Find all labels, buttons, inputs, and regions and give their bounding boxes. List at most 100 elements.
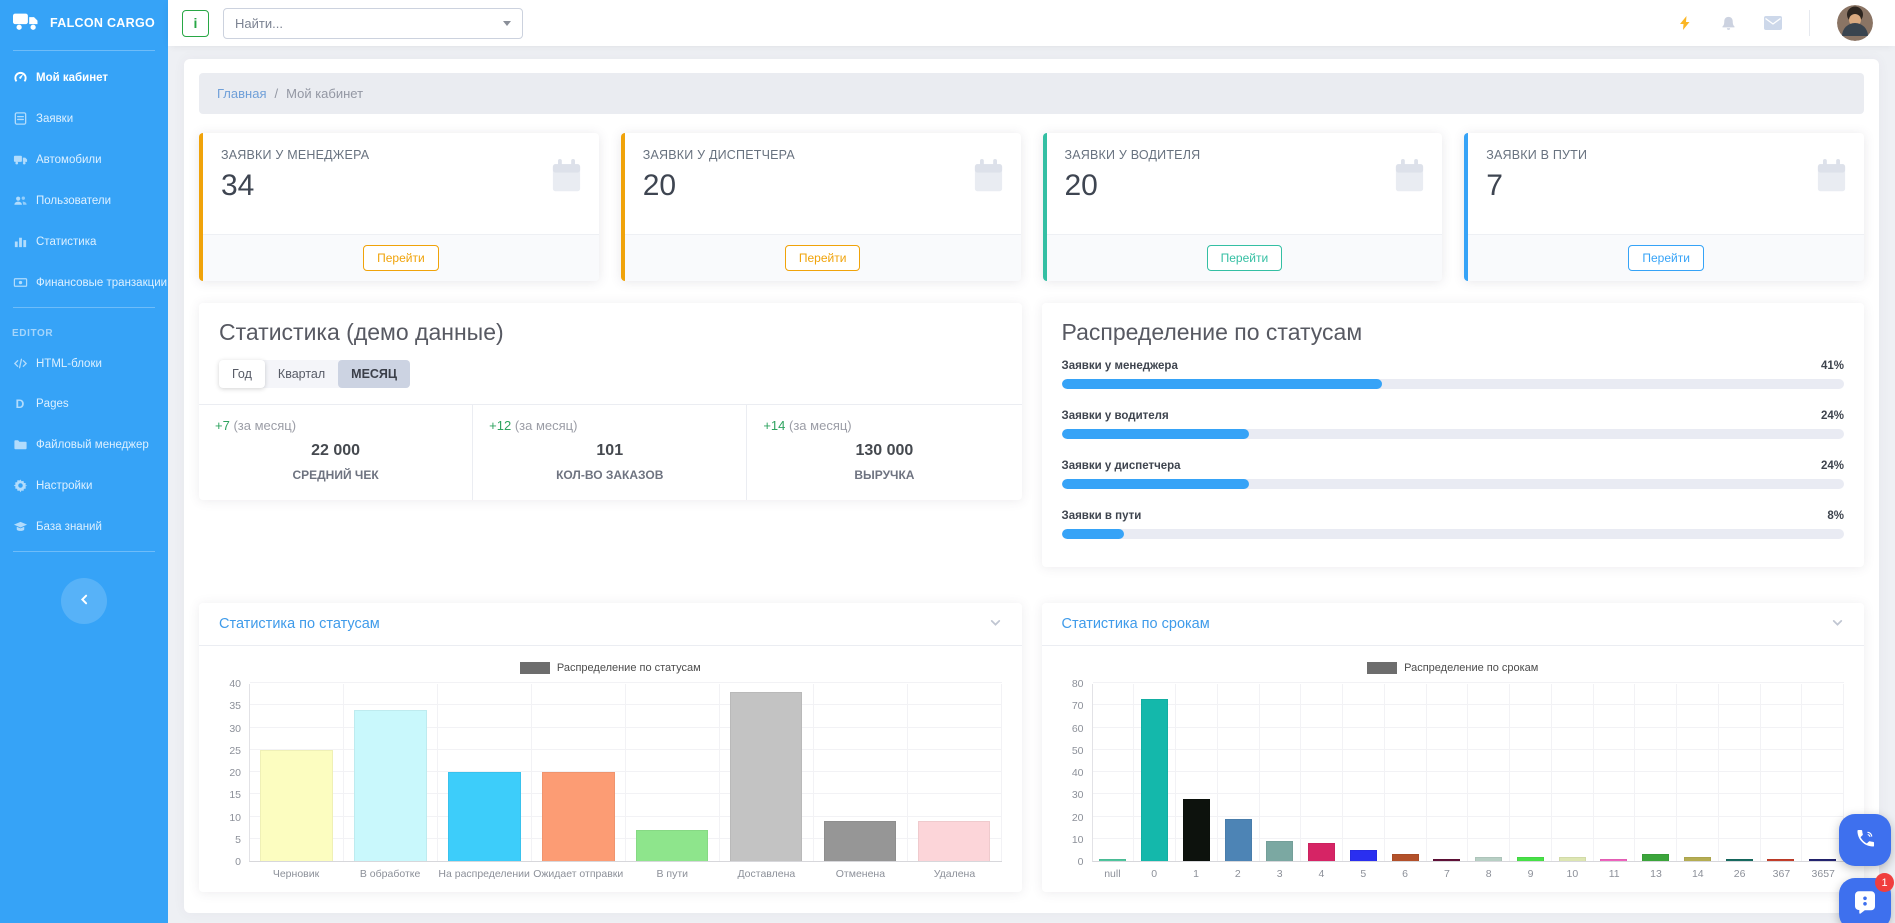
chart-bar: [1558, 857, 1586, 861]
y-tick-label: 50: [1071, 744, 1084, 757]
tab-месяц[interactable]: МЕСЯЦ: [338, 360, 411, 388]
stat-card-value: 20: [1064, 169, 1098, 202]
sidebar-item-code[interactable]: HTML-блоки: [0, 343, 168, 384]
x-tick-label: Черновик: [272, 868, 320, 880]
sidebar-item-gear[interactable]: Настройки: [0, 465, 168, 506]
main-area: i Найти... Главная / Мой кабинет З: [168, 0, 1895, 923]
chart-bar: [1141, 699, 1169, 861]
y-tick-label: 0: [1077, 856, 1084, 868]
bell-icon[interactable]: [1720, 15, 1737, 32]
period-tabs: Год Квартал МЕСЯЦ: [219, 360, 411, 388]
y-tick-label: 80: [1071, 678, 1084, 690]
distribution-row: Заявки у диспетчера 24%: [1061, 460, 1844, 489]
gridline: [250, 682, 1002, 683]
sidebar-item-label: Автомобили: [36, 153, 102, 166]
legend-swatch: [519, 662, 550, 674]
money-icon: [12, 275, 28, 290]
topbar: i Найти...: [168, 0, 1895, 46]
sidebar-item-list[interactable]: Заявки: [0, 98, 168, 139]
divider: [1809, 10, 1810, 36]
x-tick-label: 3: [1276, 868, 1283, 880]
search-placeholder: Найти...: [235, 15, 283, 31]
tab-год[interactable]: Год: [219, 360, 265, 388]
distribution-label: Заявки у диспетчера: [1061, 460, 1181, 472]
chevron-down-icon[interactable]: [1831, 616, 1844, 632]
sidebar-item-users[interactable]: Пользователи: [0, 180, 168, 221]
mail-icon[interactable]: [1764, 16, 1782, 30]
content: Главная / Мой кабинет ЗАЯВКИ У МЕНЕДЖЕРА…: [168, 46, 1895, 923]
sidebar-collapse-button[interactable]: [61, 578, 107, 624]
stat-card: ЗАЯВКИ В ПУТИ 7 Перейти: [1464, 133, 1864, 281]
legend-label: Распределение по срокам: [1404, 662, 1539, 674]
list-icon: [12, 111, 28, 126]
stat-card-title: ЗАЯВКИ У ДИСПЕТЧЕРА: [642, 148, 795, 162]
distribution-row: Заявки у водителя 24%: [1061, 410, 1844, 439]
go-button[interactable]: Перейти: [1628, 245, 1704, 271]
x-tick-label: 8: [1485, 868, 1492, 880]
y-tick-label: 20: [1071, 811, 1084, 824]
brand-name: FALCON CARGO: [50, 16, 155, 30]
chart-bar: [1099, 859, 1127, 861]
progress-track: [1061, 529, 1844, 539]
gridline: [1092, 793, 1844, 795]
metrics-row: +7 (за месяц) 22 000 СРЕДНИЙ ЧЕК +12 (за ме…: [199, 404, 1022, 500]
chat-button[interactable]: 1: [1839, 873, 1894, 923]
x-tick-label: Ожидает отправки: [533, 868, 624, 880]
sidebar-item-dashboard[interactable]: Мой кабинет: [0, 57, 168, 98]
sidebar-item-truck[interactable]: Автомобили: [0, 139, 168, 180]
y-tick-label: 60: [1071, 722, 1084, 735]
breadcrumb-home-link[interactable]: Главная: [217, 86, 267, 101]
go-button[interactable]: Перейти: [784, 245, 861, 271]
x-tick-label: Удалена: [933, 868, 976, 880]
go-button[interactable]: Перейти: [363, 245, 439, 271]
gridline: [1092, 726, 1844, 728]
sidebar-item-label: Pages: [36, 398, 69, 410]
chart-bar: [1266, 841, 1294, 861]
sidebar-item-pages[interactable]: D Pages: [0, 384, 168, 424]
x-axis: Черновик В обработке На распределении Ожида…: [249, 862, 1002, 880]
x-tick-label: В пути: [656, 868, 689, 880]
breadcrumb-separator: /: [274, 86, 279, 101]
sidebar-item-education[interactable]: База знаний: [0, 506, 168, 547]
avatar[interactable]: [1837, 5, 1873, 41]
chart-bar: [448, 772, 521, 861]
chart-bar: [1516, 857, 1544, 861]
gear-icon: [12, 478, 28, 493]
legend-swatch: [1367, 662, 1398, 674]
code-icon: [12, 356, 28, 371]
chevron-down-icon[interactable]: [989, 616, 1002, 632]
y-tick-label: 10: [229, 811, 241, 824]
plot-area: [1091, 682, 1844, 862]
divider: [13, 551, 155, 552]
progress-fill: [1061, 529, 1125, 539]
sidebar-item-folder[interactable]: Файловый менеджер: [0, 424, 168, 465]
tab-квартал[interactable]: Квартал: [265, 360, 338, 388]
x-tick-label: 0: [1151, 868, 1158, 880]
metric-label: КОЛ-ВО ЗАКАЗОВ: [556, 468, 664, 482]
metric: +7 (за месяц) 22 000 СРЕДНИЙ ЧЕК: [199, 405, 474, 500]
chart-title: Статистика по статусам: [219, 616, 380, 632]
viber-button[interactable]: [1839, 814, 1891, 866]
distribution-percent: 24%: [1820, 460, 1844, 472]
users-icon: [12, 193, 28, 208]
breadcrumb-current: Мой кабинет: [286, 86, 364, 101]
go-button[interactable]: Перейти: [1206, 245, 1283, 271]
sidebar-item-chart[interactable]: Статистика: [0, 221, 168, 262]
stats-demo-panel: Статистика (демо данные) Год Квартал МЕСЯЦ…: [199, 303, 1022, 500]
chart-header: Статистика по статусам: [199, 603, 1022, 646]
stat-card-value: 20: [642, 169, 677, 202]
y-tick-label: 20: [229, 767, 241, 779]
info-button[interactable]: i: [182, 9, 209, 37]
x-tick-label: 4: [1318, 868, 1325, 880]
truck-icon: [13, 11, 41, 35]
chart-bar: [1308, 843, 1336, 861]
sidebar-section-label: EDITOR: [12, 328, 54, 339]
viber-phone-icon: [1854, 827, 1877, 853]
stat-card-title: ЗАЯВКИ У ВОДИТЕЛЯ: [1064, 148, 1201, 162]
bolt-icon[interactable]: [1677, 15, 1693, 31]
gridline: [1092, 837, 1844, 839]
search-input[interactable]: Найти...: [223, 7, 523, 39]
chart-bar: [1433, 859, 1461, 861]
sidebar-item-money[interactable]: Финансовые транзакции: [0, 262, 168, 303]
chart-bar: [1683, 857, 1711, 861]
